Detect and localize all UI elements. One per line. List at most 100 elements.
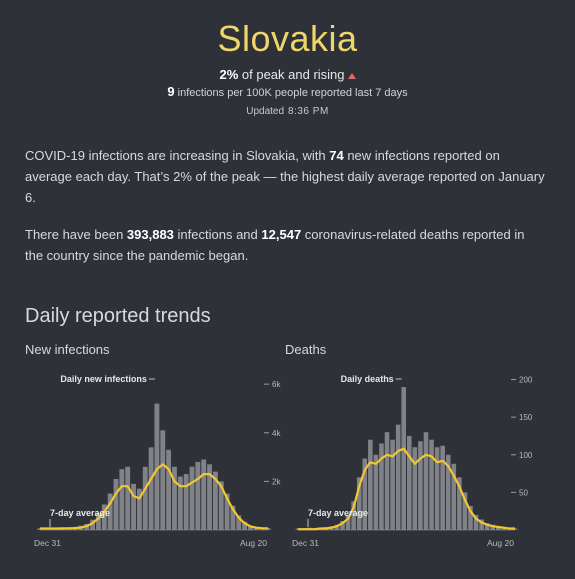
daily-bar <box>512 528 518 530</box>
daily-bar <box>395 424 401 530</box>
average-label: 7-day average <box>50 508 110 518</box>
section-title: Daily reported trends <box>25 305 211 327</box>
daily-bar <box>236 515 242 530</box>
daily-bar <box>496 526 501 530</box>
per-100k-line: 9 infections per 100K people reported la… <box>0 84 575 101</box>
daily-bar <box>201 459 207 530</box>
daily-bar <box>96 512 101 530</box>
summary-text: There have been <box>25 227 124 242</box>
daily-bar <box>72 526 78 530</box>
peak-status: 2% of peak and rising <box>0 66 575 84</box>
daily-bar <box>373 454 379 530</box>
daily-bar <box>407 435 412 530</box>
daily-bar <box>384 432 390 530</box>
daily-bar <box>55 527 60 530</box>
summary-text: new infections reported on average each … <box>25 148 545 205</box>
average-line <box>298 447 515 531</box>
daily-bar <box>142 466 148 530</box>
x-start-label: Dec 31 <box>292 538 319 548</box>
daily-bar <box>451 463 457 530</box>
daily-bar <box>423 432 429 530</box>
y-tick-label: 100 <box>519 451 533 460</box>
daily-bar <box>177 476 183 530</box>
daily-bar <box>457 477 462 530</box>
daily-bar <box>49 528 55 530</box>
daily-bar <box>119 469 125 530</box>
daily-bar <box>66 527 72 530</box>
daily-bar <box>242 521 248 530</box>
daily-bar <box>230 505 236 530</box>
updated-label: Updated <box>246 106 285 117</box>
daily-bar <box>195 461 201 530</box>
peak-percentage: 2% <box>219 67 239 82</box>
daily-bar <box>379 443 384 530</box>
summary-text: coronavirus-related deaths reported in t… <box>25 227 525 263</box>
daily-bar <box>259 527 265 530</box>
y-tick-label: 2k <box>272 477 281 486</box>
header: Slovakia 2% of peak and rising 9 infecti… <box>0 14 575 119</box>
daily-bar <box>172 466 177 530</box>
per-100k-count: 9 <box>167 84 175 99</box>
daily-bar <box>334 524 340 530</box>
chart-title-infections: New infections <box>25 342 110 357</box>
y-tick-label: 6k <box>272 380 281 389</box>
daily-bar <box>368 439 373 530</box>
daily-bar <box>90 519 96 530</box>
peak-text: of peak and rising <box>241 67 345 82</box>
daily-bar <box>490 524 496 530</box>
daily-bar <box>78 525 84 530</box>
daily-bar <box>101 504 107 530</box>
daily-bar <box>253 527 259 530</box>
daily-bar <box>468 505 473 530</box>
daily-bar <box>224 493 230 530</box>
y-tick-label: 150 <box>519 413 533 422</box>
summary-text: infections and <box>177 227 258 242</box>
total-deaths-value: 12,547 <box>261 227 302 242</box>
daily-bar <box>43 528 49 530</box>
daily-bar <box>440 445 445 530</box>
chart-title-deaths: Deaths <box>285 342 327 357</box>
daily-bar <box>218 481 224 530</box>
daily-bar <box>84 523 90 530</box>
daily-bar <box>356 477 362 530</box>
daily-bar <box>189 466 195 530</box>
total-infections-value: 393,883 <box>126 227 174 242</box>
y-tick-label: 200 <box>519 376 533 385</box>
daily-bar <box>507 527 512 530</box>
daily-bar <box>207 464 212 530</box>
updated-time: 8:36 PM <box>288 106 329 117</box>
x-end-label: Aug 20 <box>487 538 514 548</box>
y-tick-label: 4k <box>272 429 281 438</box>
daily-bar <box>265 528 271 530</box>
daily-bar <box>37 528 43 530</box>
daily-bar <box>131 483 136 530</box>
daily-bar <box>501 526 507 530</box>
daily-bar <box>317 527 323 530</box>
daily-bar <box>329 526 334 530</box>
daily-bar <box>295 528 301 530</box>
daily-bar <box>351 501 356 530</box>
daily-bar <box>248 525 253 530</box>
daily-bar <box>148 447 154 530</box>
daily-average-value: 74 <box>329 148 344 163</box>
daily-bar <box>160 430 166 530</box>
rising-arrow-icon <box>347 72 356 79</box>
daily-bar <box>60 528 66 530</box>
x-start-label: Dec 31 <box>34 538 61 548</box>
x-end-label: Aug 20 <box>240 538 267 548</box>
daily-bar <box>401 387 406 530</box>
daily-bar <box>412 447 418 530</box>
average-label: 7-day average <box>308 508 368 518</box>
daily-bar <box>390 439 395 530</box>
summary-paragraph-2: There have been 393,883 infections and 1… <box>25 224 545 266</box>
daily-bar <box>212 471 218 530</box>
daily-bar <box>154 403 160 530</box>
page-title: Slovakia <box>217 18 358 59</box>
daily-bar <box>345 514 351 530</box>
daily-bar <box>323 526 329 530</box>
summary-paragraph-1: COVID-19 infections are increasing in Sl… <box>25 145 545 208</box>
daily-bar <box>113 478 119 530</box>
y-tick-label: 50 <box>519 488 528 497</box>
daily-bar <box>183 474 189 530</box>
daily-label: Daily new infections <box>60 374 147 384</box>
